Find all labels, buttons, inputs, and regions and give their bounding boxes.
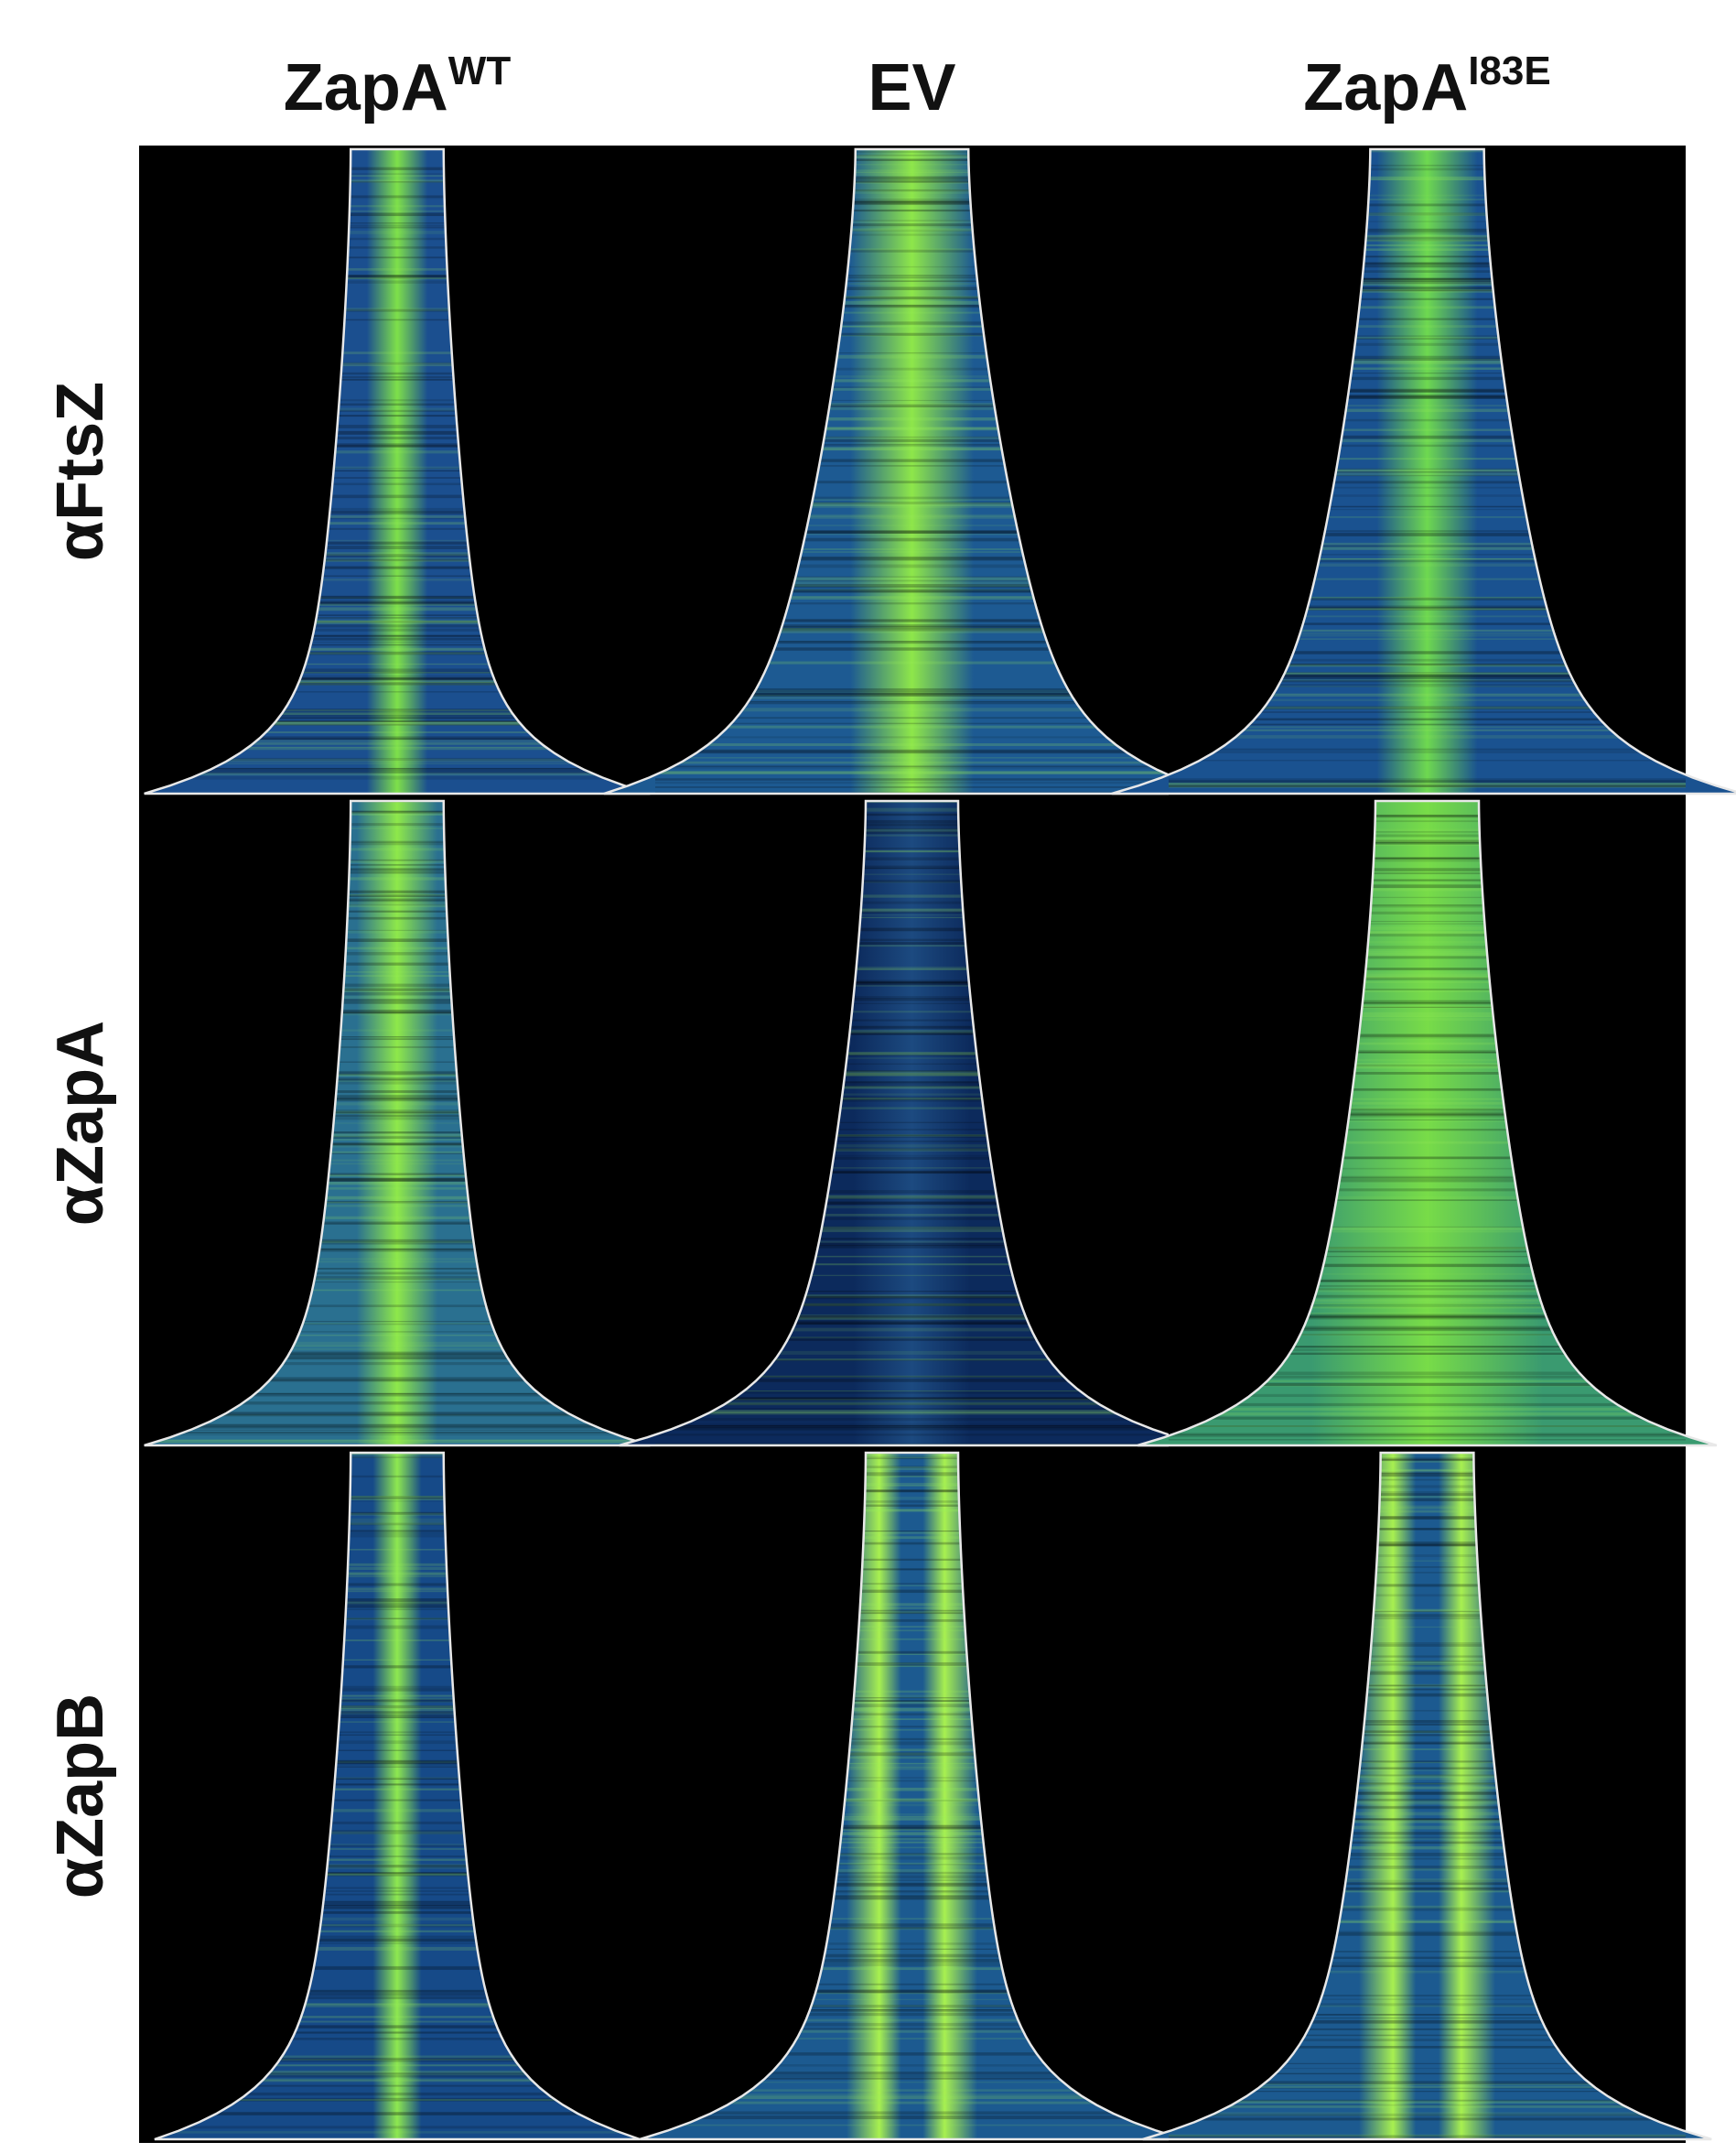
demograph-texture: [144, 801, 651, 1443]
demograph-texture: [655, 801, 1169, 1445]
demograph-outline: [1142, 1451, 1712, 2141]
row-label: αFtsZ: [44, 382, 117, 561]
column-header: EV: [868, 51, 955, 124]
row-label: αZapB: [44, 1693, 117, 1899]
demograph: [144, 801, 651, 1445]
column-label: ZapA: [284, 51, 448, 124]
demograph-texture: [1169, 1457, 1686, 2138]
row-label: αZapA: [44, 1021, 117, 1226]
demograph-texture: [655, 1455, 1169, 2126]
demograph-texture: [655, 151, 1169, 794]
demograph-outline: [1137, 799, 1718, 1447]
demograph-outline: [1111, 147, 1736, 795]
demograph: [640, 1453, 1184, 2139]
demograph-texture: [144, 167, 651, 794]
column-label: ZapA: [1303, 51, 1468, 124]
column-header: ZapAI83E: [1303, 49, 1551, 124]
column-superscript: I83E: [1468, 49, 1551, 93]
demograph: [1142, 1453, 1712, 2139]
demograph-texture: [1169, 801, 1686, 1445]
demograph: [1138, 801, 1717, 1445]
column-header: ZapAWT: [284, 49, 512, 124]
column-label: EV: [868, 51, 955, 124]
demograph: [144, 149, 651, 794]
column-superscript: WT: [448, 49, 512, 93]
demograph: [154, 1453, 641, 2139]
demograph: [603, 149, 1221, 794]
demograph-texture: [1169, 149, 1686, 788]
demograph-texture: [154, 1453, 641, 2134]
demograph: [1111, 149, 1736, 794]
demograph: [619, 801, 1205, 1445]
